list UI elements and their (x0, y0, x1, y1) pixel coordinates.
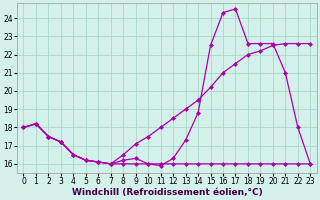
X-axis label: Windchill (Refroidissement éolien,°C): Windchill (Refroidissement éolien,°C) (72, 188, 262, 197)
